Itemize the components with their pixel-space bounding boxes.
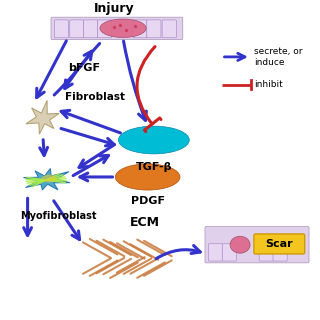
Text: ECM: ECM — [130, 216, 160, 229]
Text: Scar: Scar — [266, 239, 293, 249]
FancyBboxPatch shape — [208, 244, 222, 261]
FancyBboxPatch shape — [84, 20, 98, 38]
FancyBboxPatch shape — [205, 227, 309, 263]
FancyBboxPatch shape — [162, 20, 176, 38]
FancyBboxPatch shape — [147, 20, 161, 38]
FancyBboxPatch shape — [51, 17, 183, 40]
Text: PDGF: PDGF — [131, 196, 165, 206]
Ellipse shape — [230, 236, 250, 253]
Text: Myofibroblast: Myofibroblast — [20, 211, 97, 221]
FancyBboxPatch shape — [273, 244, 287, 261]
Text: bFGF: bFGF — [68, 63, 100, 73]
FancyBboxPatch shape — [133, 20, 147, 38]
Text: inhibit: inhibit — [254, 80, 283, 89]
Polygon shape — [26, 100, 59, 134]
Ellipse shape — [42, 175, 57, 182]
FancyBboxPatch shape — [98, 20, 112, 38]
FancyBboxPatch shape — [222, 244, 236, 261]
Text: Fibroblast: Fibroblast — [65, 92, 124, 101]
FancyBboxPatch shape — [54, 20, 68, 38]
Ellipse shape — [115, 164, 180, 190]
Text: TGF-β: TGF-β — [136, 162, 172, 172]
FancyBboxPatch shape — [254, 234, 305, 254]
Text: Injury: Injury — [93, 2, 134, 15]
FancyBboxPatch shape — [259, 244, 273, 261]
Ellipse shape — [100, 19, 146, 37]
Ellipse shape — [118, 126, 189, 154]
FancyBboxPatch shape — [70, 20, 84, 38]
Polygon shape — [23, 168, 70, 190]
Text: secrete, or
induce: secrete, or induce — [254, 47, 302, 67]
